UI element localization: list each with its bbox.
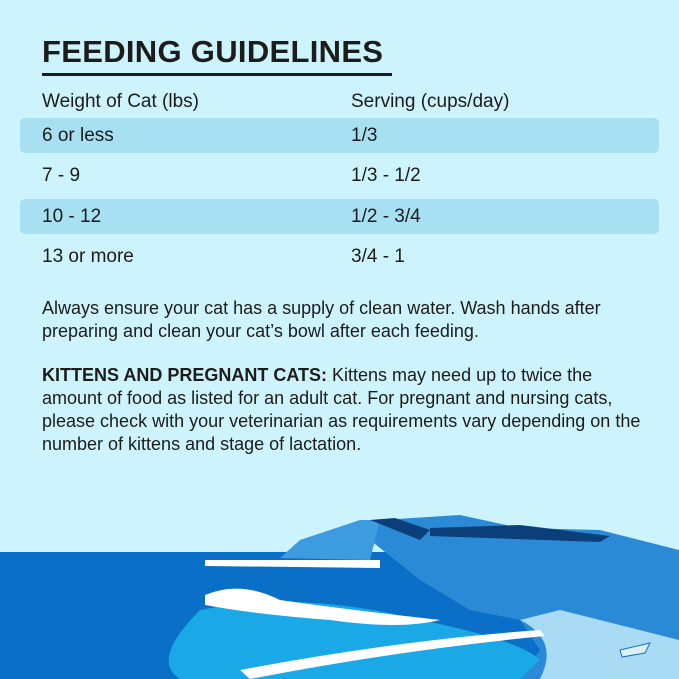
header-serving: Serving (cups/day) <box>351 90 510 112</box>
header-weight: Weight of Cat (lbs) <box>42 90 199 112</box>
kittens-label: KITTENS AND PREGNANT CATS: <box>42 365 327 385</box>
kittens-text: Kittens may need up to twice the amount … <box>42 365 641 454</box>
table-header: Weight of Cat (lbs) Serving (cups/day) <box>20 84 659 119</box>
boat <box>619 642 651 658</box>
shoreline-foam <box>240 630 545 679</box>
coastal-illustration <box>0 515 679 679</box>
serving-cell: 1/3 <box>351 124 378 146</box>
weight-cell: 7 - 9 <box>42 164 81 186</box>
foam-line <box>205 560 380 568</box>
serving-cell: 1/3 - 1/2 <box>351 164 421 186</box>
headland <box>280 520 380 560</box>
kittens-note: KITTENS AND PREGNANT CATS: Kittens may n… <box>42 364 642 456</box>
beach <box>520 610 679 679</box>
table-row: 7 - 9 1/3 - 1/2 <box>20 158 659 193</box>
weight-cell: 10 - 12 <box>42 205 102 227</box>
table-row: 10 - 12 1/2 - 3/4 <box>20 199 659 234</box>
title-underline <box>42 73 392 76</box>
cliff-shadow <box>370 518 430 540</box>
wave-foam <box>205 588 440 625</box>
serving-cell: 1/2 - 3/4 <box>351 205 421 227</box>
serving-cell: 3/4 - 1 <box>351 245 405 267</box>
weight-cell: 13 or more <box>42 245 134 267</box>
table-row: 6 or less 1/3 <box>20 118 659 153</box>
table-row: 13 or more 3/4 - 1 <box>20 239 659 274</box>
shallow-water <box>168 602 540 679</box>
page-title: FEEDING GUIDELINES <box>42 34 384 69</box>
water-note: Always ensure your cat has a supply of c… <box>42 298 601 341</box>
cliff-shadow <box>430 525 610 542</box>
weight-cell: 6 or less <box>42 124 114 146</box>
